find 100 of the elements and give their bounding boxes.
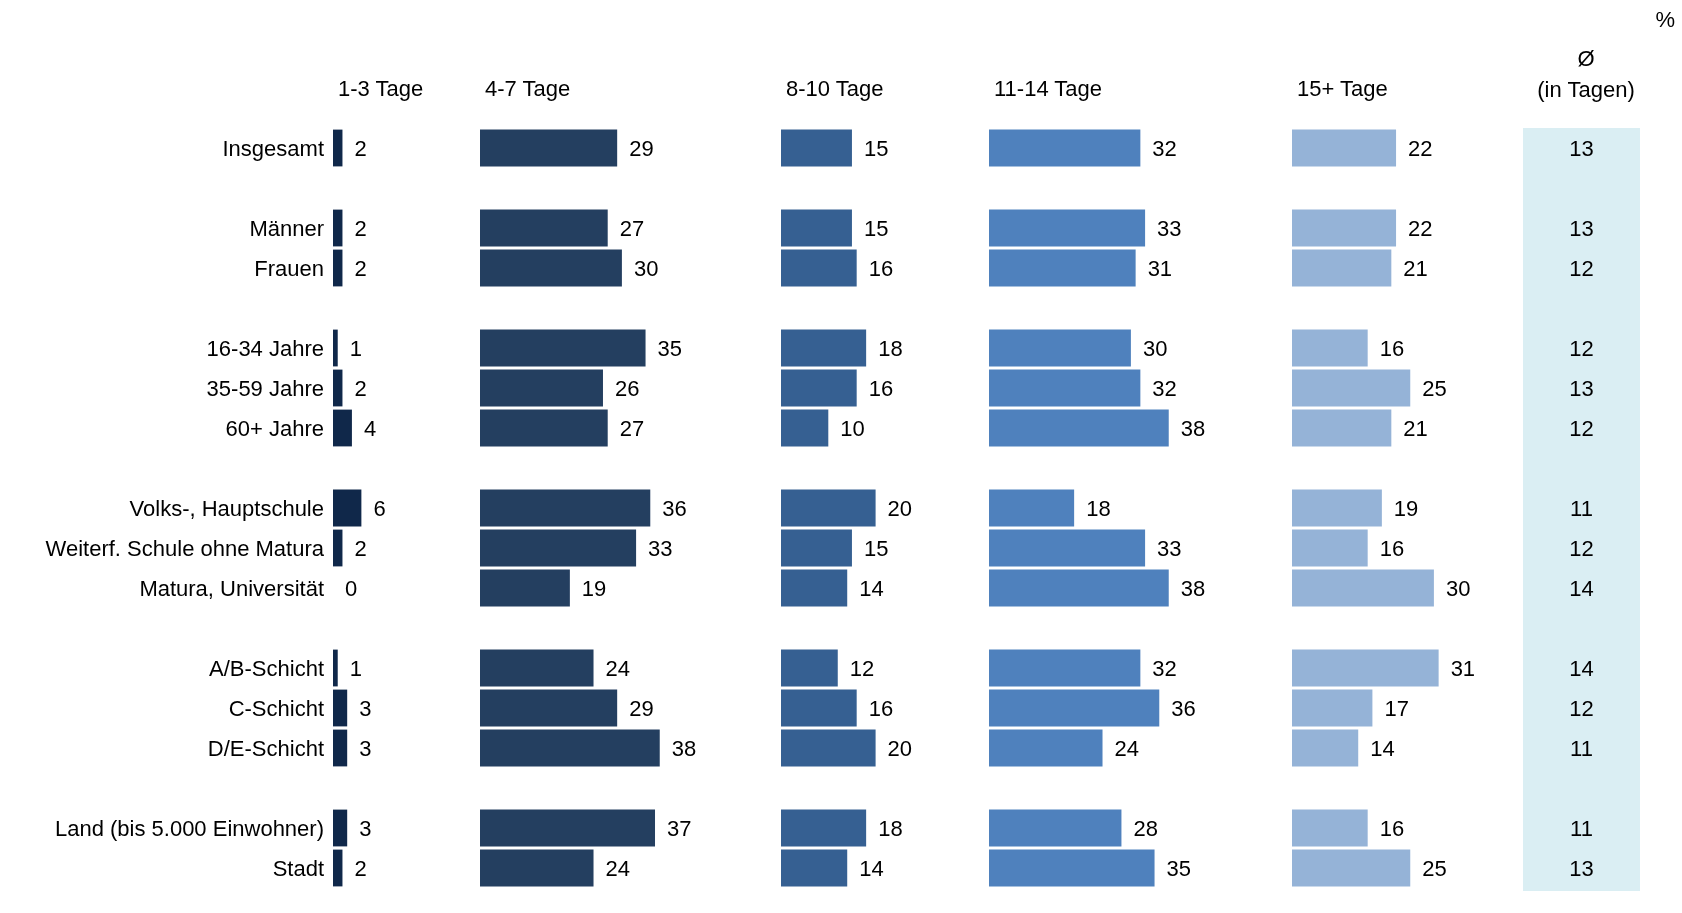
bar bbox=[480, 129, 618, 167]
data-label: 2 bbox=[354, 855, 367, 881]
bar bbox=[1292, 209, 1397, 247]
data-label: 30 bbox=[633, 255, 659, 281]
text: 12 bbox=[1569, 255, 1594, 281]
bar bbox=[480, 409, 608, 447]
data-label: 2 bbox=[354, 215, 367, 241]
bar bbox=[333, 729, 348, 767]
bar bbox=[333, 649, 338, 687]
bar bbox=[480, 489, 651, 527]
data-label: 33 bbox=[1157, 535, 1182, 561]
data-label: 30 bbox=[1445, 575, 1471, 601]
bar bbox=[989, 129, 1141, 167]
data-label: 18 bbox=[878, 815, 903, 841]
y-tick-label: 16-34 Jahre bbox=[206, 335, 324, 361]
data-label: 36 bbox=[1171, 695, 1196, 721]
y-tick-label: 35-59 Jahre bbox=[206, 375, 324, 401]
bar bbox=[333, 209, 343, 247]
data-label: 24 bbox=[1114, 735, 1139, 761]
data-label: 16 bbox=[868, 255, 894, 281]
bar bbox=[333, 809, 348, 847]
bar bbox=[989, 649, 1141, 687]
bar bbox=[480, 209, 608, 247]
bar bbox=[1292, 649, 1439, 687]
y-tick-label: A/B-Schicht bbox=[209, 655, 324, 681]
bar bbox=[333, 129, 343, 167]
bar bbox=[781, 209, 852, 247]
y-tick-label: Matura, Universität bbox=[139, 575, 324, 601]
y-tick-label: Männer bbox=[249, 215, 324, 241]
data-label: 2 bbox=[354, 255, 367, 281]
bar bbox=[781, 569, 848, 607]
text: 11 bbox=[1570, 735, 1593, 761]
bar bbox=[989, 529, 1146, 567]
chart-title: 15+ Tage bbox=[1297, 75, 1388, 101]
bar bbox=[480, 369, 603, 407]
data-label: 2 bbox=[354, 135, 367, 161]
data-label: 20 bbox=[887, 735, 913, 761]
data-label: 14 bbox=[1370, 735, 1395, 761]
data-label: 22 bbox=[1408, 135, 1433, 161]
data-label: 16 bbox=[868, 375, 894, 401]
text: % bbox=[1655, 6, 1675, 32]
bar bbox=[1292, 569, 1434, 607]
data-label: 22 bbox=[1408, 215, 1433, 241]
data-label: 32 bbox=[1152, 375, 1177, 401]
data-label: 27 bbox=[619, 415, 645, 441]
bar bbox=[781, 329, 867, 367]
data-label: 14 bbox=[859, 855, 884, 881]
data-label: 2 bbox=[354, 535, 367, 561]
bar bbox=[1292, 529, 1368, 567]
bar bbox=[989, 249, 1136, 287]
y-tick-label: Frauen bbox=[254, 255, 324, 281]
bar bbox=[333, 689, 348, 727]
text: 13 bbox=[1569, 375, 1594, 401]
bar bbox=[333, 329, 338, 367]
y-tick-label: 60+ Jahre bbox=[225, 415, 324, 441]
data-label: 24 bbox=[605, 855, 630, 881]
bar bbox=[333, 489, 362, 527]
bar bbox=[781, 529, 852, 567]
text: 12 bbox=[1569, 695, 1594, 721]
data-label: 38 bbox=[1180, 415, 1206, 441]
bar bbox=[480, 649, 594, 687]
bar bbox=[480, 329, 646, 367]
data-label: 16 bbox=[868, 695, 894, 721]
data-label: 28 bbox=[1133, 815, 1158, 841]
data-label: 6 bbox=[373, 495, 386, 521]
bar bbox=[781, 369, 857, 407]
bar bbox=[1292, 369, 1411, 407]
data-label: 38 bbox=[1180, 575, 1206, 601]
chart-title: 1-3 Tage bbox=[338, 75, 424, 101]
text: Ø (in Tagen) bbox=[1537, 46, 1635, 102]
data-label: 15 bbox=[863, 535, 889, 561]
bar bbox=[1292, 129, 1397, 167]
data-label: 32 bbox=[1152, 655, 1177, 681]
bar bbox=[989, 569, 1169, 607]
data-label: 1 bbox=[349, 335, 362, 361]
data-label: 29 bbox=[629, 695, 654, 721]
bar bbox=[989, 689, 1160, 727]
data-label: 16 bbox=[1379, 815, 1405, 841]
data-label: 35 bbox=[657, 335, 683, 361]
bar bbox=[480, 249, 622, 287]
text: 13 bbox=[1569, 855, 1594, 881]
data-label: 4 bbox=[363, 415, 377, 441]
bar bbox=[781, 809, 867, 847]
data-label: 32 bbox=[1152, 135, 1177, 161]
bar bbox=[333, 369, 343, 407]
data-label: 33 bbox=[648, 535, 673, 561]
bar bbox=[480, 809, 656, 847]
data-label: 15 bbox=[863, 215, 889, 241]
bar bbox=[781, 409, 829, 447]
data-label: 19 bbox=[1393, 495, 1419, 521]
bar bbox=[781, 489, 876, 527]
bar bbox=[781, 689, 857, 727]
y-tick-label: Stadt bbox=[272, 855, 324, 881]
bar bbox=[781, 649, 838, 687]
data-label: 21 bbox=[1403, 255, 1428, 281]
text: 11 bbox=[1570, 815, 1593, 841]
bar bbox=[781, 129, 852, 167]
bar bbox=[1292, 489, 1382, 527]
data-label: 24 bbox=[605, 655, 630, 681]
data-label: 31 bbox=[1450, 655, 1476, 681]
